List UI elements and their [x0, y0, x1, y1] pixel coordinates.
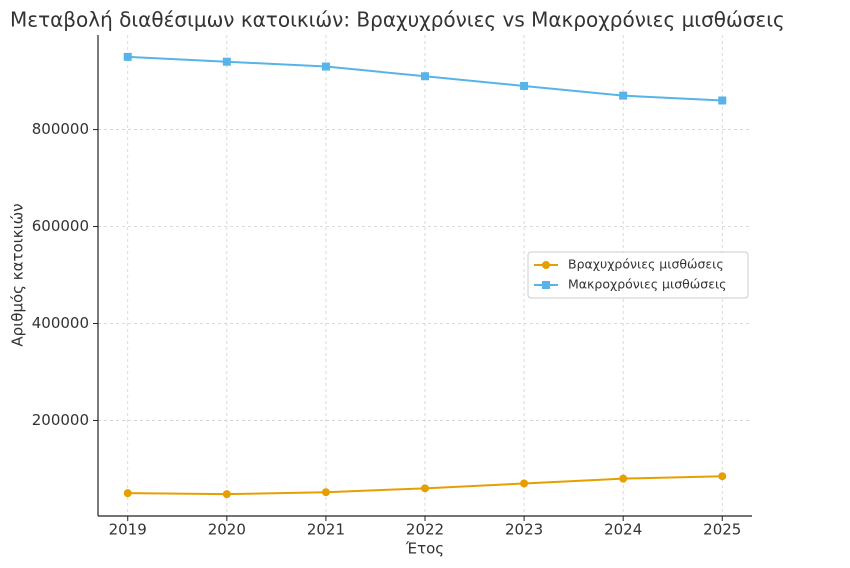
chart-title: Μεταβολή διαθέσιμων κατοικιών: Βραχυχρόν…	[10, 8, 785, 32]
y-axis-label: Αριθμός κατοικιών	[9, 203, 27, 346]
marker	[123, 489, 132, 498]
y-tick-label: 600000	[32, 217, 89, 235]
x-tick-label: 2022	[406, 521, 444, 539]
marker	[123, 52, 132, 61]
legend-label: Βραχυχρόνιες μισθώσεις	[568, 257, 724, 272]
marker	[520, 81, 529, 90]
x-tick-label: 2019	[109, 521, 147, 539]
marker	[321, 488, 330, 497]
marker	[718, 472, 727, 481]
marker	[321, 62, 330, 71]
marker	[421, 72, 429, 81]
marker	[718, 96, 727, 105]
legend-label: Μακροχρόνιες μισθώσεις	[568, 277, 727, 292]
y-tick-label: 200000	[32, 411, 89, 429]
legend-marker	[542, 261, 550, 269]
x-axis-label: Έτος	[405, 540, 444, 558]
marker	[619, 91, 628, 100]
x-tick-label: 2024	[604, 521, 642, 539]
marker	[520, 479, 529, 488]
legend-marker	[542, 281, 550, 289]
x-tick-label: 2020	[208, 521, 246, 539]
legend-box	[527, 251, 749, 299]
marker	[619, 474, 628, 483]
marker	[421, 484, 429, 493]
marker	[222, 490, 231, 499]
y-tick-label: 400000	[32, 314, 89, 332]
y-tick-label: 800000	[32, 120, 89, 138]
x-tick-label: 2021	[307, 521, 345, 539]
marker	[222, 57, 231, 66]
x-tick-label: 2023	[505, 521, 543, 539]
x-tick-label: 2025	[703, 521, 741, 539]
